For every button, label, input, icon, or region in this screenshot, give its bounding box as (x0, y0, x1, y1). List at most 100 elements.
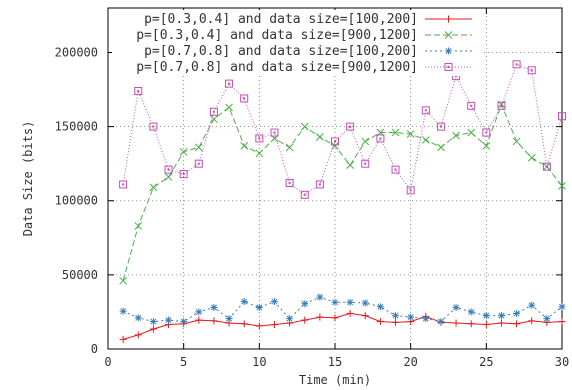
series-1-line (122, 312, 563, 340)
series-4-line (122, 63, 563, 196)
x-tick-label: 25 (479, 355, 493, 369)
series-3-point (392, 312, 400, 320)
series-2-point (240, 142, 249, 150)
series-1-point (376, 318, 384, 326)
series-3-point (407, 313, 415, 321)
series-2-point (467, 128, 476, 137)
series-3-point (346, 298, 354, 306)
series-4-point (300, 190, 309, 199)
series-3-point (513, 309, 521, 317)
series-1-point (346, 309, 354, 317)
y-tick-label: 100000 (55, 194, 98, 208)
series-4-point (558, 112, 566, 121)
legend-label-1: p=[0.3,0.4] and data size=[100,200] (144, 12, 418, 27)
series-2-point (391, 128, 400, 137)
series-2-point (527, 153, 536, 162)
series-1-point (361, 312, 369, 320)
legend-marker-3 (445, 47, 452, 55)
legend-marker-2 (444, 31, 453, 39)
series-1-point (316, 313, 324, 321)
series-2 (119, 100, 566, 285)
series-2-point (225, 103, 233, 112)
series-2-point (300, 122, 309, 131)
x-tick-label: 0 (104, 355, 111, 369)
series-1-point (301, 316, 309, 324)
legend-label-4: p=[0.7,0.8] and data size=[900,1200] (136, 60, 418, 75)
series-4-point (482, 128, 491, 137)
series-4-point (436, 122, 445, 131)
series-1-point (528, 317, 536, 325)
series-2-point (285, 143, 294, 152)
series-2-point (316, 133, 324, 141)
series-1-point (210, 317, 218, 325)
series-4-point (361, 159, 370, 168)
series-3-point (316, 293, 324, 301)
series-2-point (558, 182, 566, 190)
series-3-point (119, 307, 127, 315)
series-1-point (149, 325, 157, 333)
series-3-point (210, 303, 218, 311)
series-3 (119, 293, 566, 326)
series-4-point (270, 128, 279, 137)
series-1-point (558, 318, 566, 326)
series-4-point (164, 165, 173, 174)
series-3-point (422, 315, 430, 323)
series-4-point (391, 165, 400, 174)
legend: p=[0.3,0.4] and data size=[100,200]p=[0.… (112, 10, 482, 76)
series-2-point (361, 137, 370, 146)
series-4-point (406, 186, 415, 195)
series-4-point (285, 178, 294, 187)
y-tick-label: 50000 (62, 268, 98, 282)
series-2-point (194, 143, 203, 152)
series-3-point (165, 316, 173, 324)
series-3-point (482, 312, 490, 320)
y-tick-label: 0 (91, 342, 98, 356)
series-4-point (134, 87, 143, 96)
series-3-point (301, 300, 309, 308)
series-4-point (315, 180, 324, 189)
series-4 (119, 60, 566, 199)
series-layer (119, 60, 566, 343)
series-3-point (467, 308, 475, 316)
series-4-point (240, 94, 249, 103)
series-2-point (149, 183, 158, 192)
series-1-point (392, 318, 400, 326)
series-2-point (406, 130, 415, 138)
series-3-point (558, 303, 566, 311)
series-4-point (527, 66, 536, 75)
y-tick-label: 150000 (55, 120, 98, 134)
series-2-point (210, 115, 218, 124)
series-3-point (331, 298, 339, 306)
series-2-point (482, 142, 491, 150)
series-2-point (119, 276, 127, 285)
series-1-point (482, 321, 490, 329)
series-4-point (255, 134, 264, 143)
series-3-point (361, 299, 369, 307)
y-axis-label: Data Size (bits) (21, 121, 35, 237)
series-3-point (270, 298, 278, 306)
series-3-line (122, 296, 563, 323)
series-3-point (240, 298, 248, 306)
series-3-point (195, 308, 203, 316)
axis-ticks: 0 5 10 15 20 25 30 0 50000 100000 150000 200000 (55, 8, 569, 369)
x-tick-label: 15 (328, 355, 342, 369)
series-3-point (437, 318, 445, 326)
series-2-point (179, 147, 188, 156)
x-axis-label: Time (min) (299, 373, 371, 387)
series-2-line (122, 102, 563, 281)
series-3-point (180, 318, 188, 326)
series-4-point (421, 106, 430, 115)
series-4-point (346, 122, 355, 131)
series-4-point (512, 60, 521, 69)
series-1-point (240, 320, 248, 328)
series-1-point (270, 321, 278, 329)
legend-label-2: p=[0.3,0.4] and data size=[900,1200] (136, 28, 418, 43)
series-1-point (331, 314, 339, 322)
series-3-point (149, 318, 157, 326)
series-3-point (452, 303, 460, 311)
series-2-point (134, 222, 143, 230)
series-1-point (452, 319, 460, 327)
series-2-point (421, 136, 430, 144)
series-1 (119, 309, 566, 343)
